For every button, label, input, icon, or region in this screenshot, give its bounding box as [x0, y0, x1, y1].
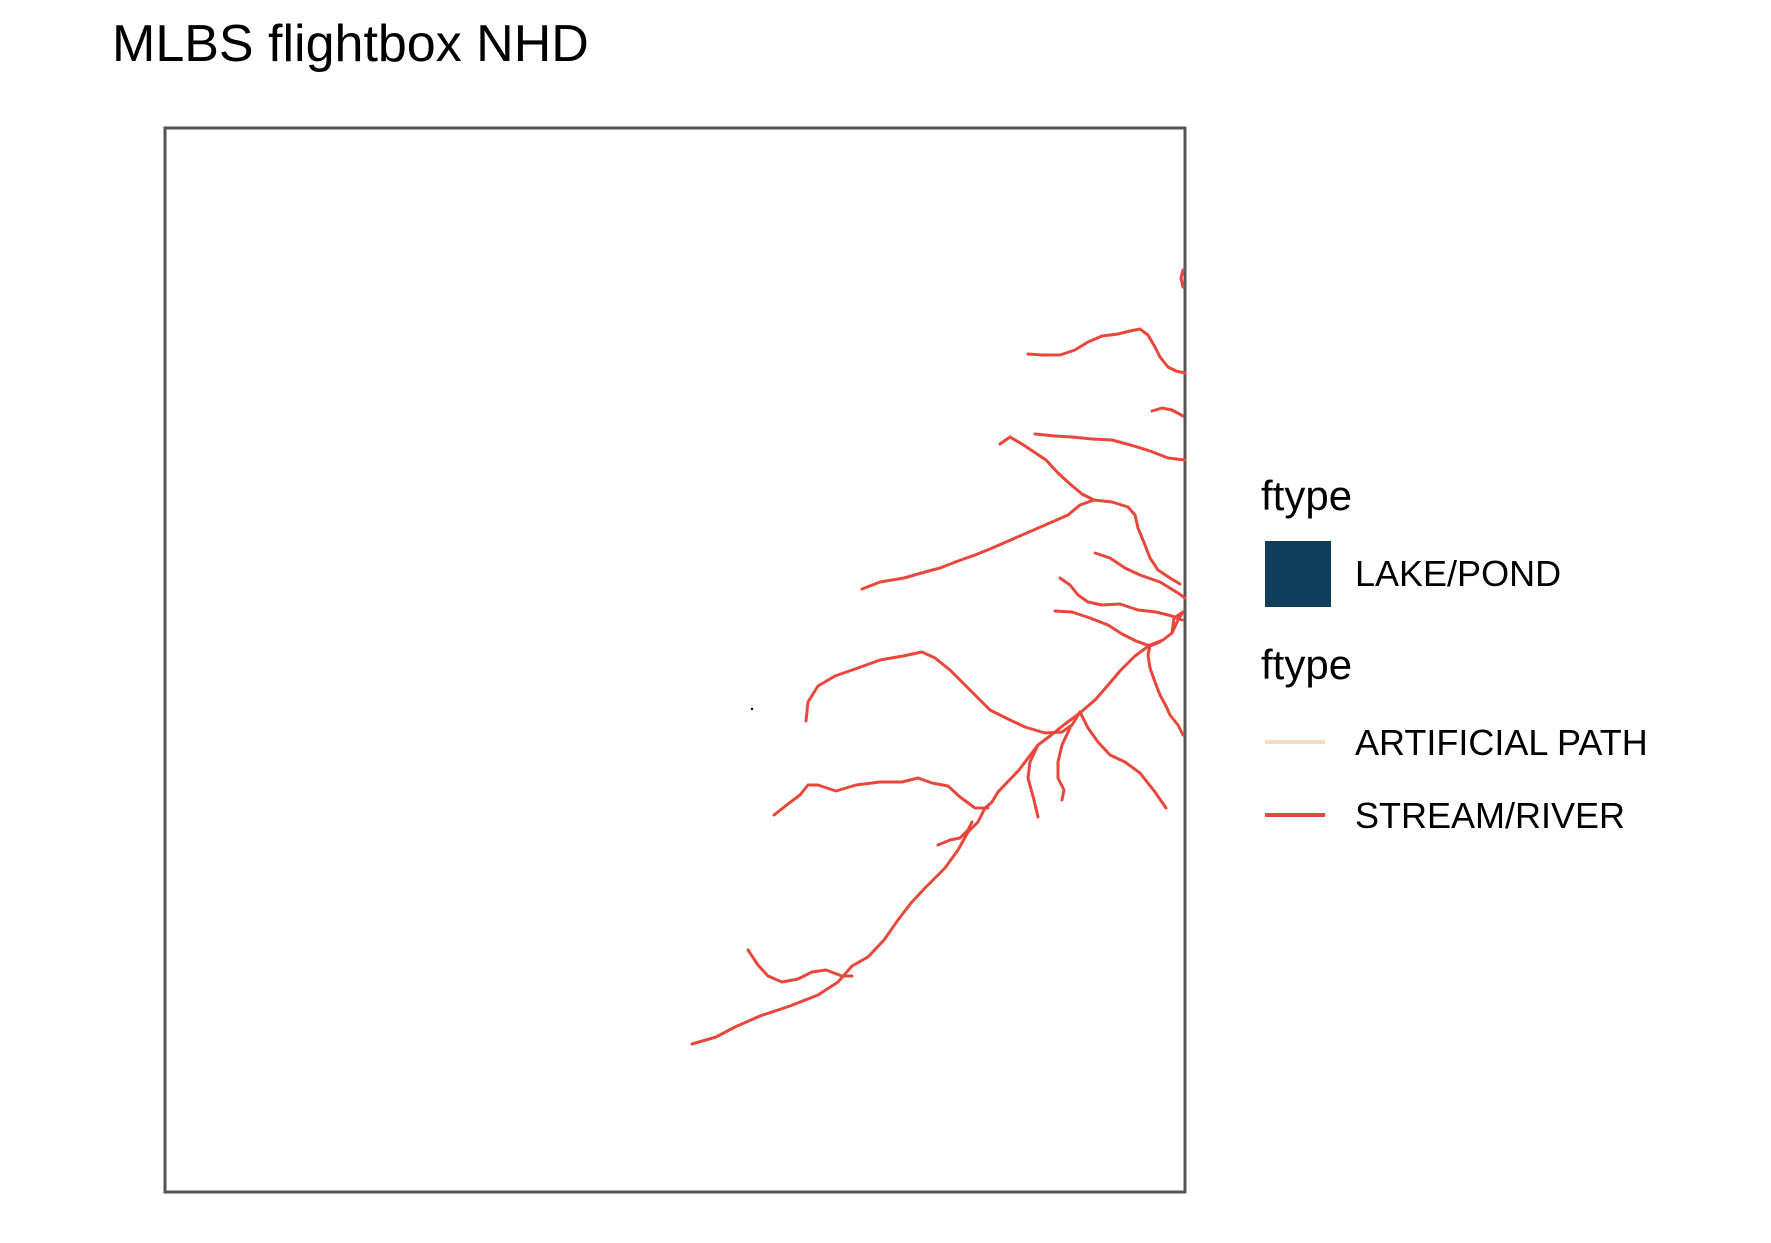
- stream-upper-branch: [998, 435, 1096, 502]
- map-frame: [163, 126, 1187, 1194]
- legend-area-title: ftype: [1261, 472, 1353, 519]
- stream-stub-lower: [936, 820, 974, 847]
- stream-main-stem: [690, 610, 1185, 1046]
- stream-branch-right-d: [1146, 643, 1185, 737]
- legend-label-artificial-path: ARTIFICIAL PATH: [1355, 722, 1648, 763]
- stream-network: [690, 268, 1187, 1046]
- stream-upper-tributary: [860, 498, 1182, 591]
- legend-line-title: ftype: [1261, 641, 1353, 688]
- legend-label-lake-pond: LAKE/POND: [1355, 553, 1562, 594]
- stream-branch-down-c: [1078, 710, 1168, 810]
- legend-key-artificial-path: [1265, 740, 1325, 744]
- stream-branch-right-b: [1058, 576, 1184, 622]
- stream-left-tributary: [772, 776, 990, 817]
- legend-key-stream-river: [1265, 813, 1325, 817]
- stream-branch-right-e: [1170, 610, 1185, 635]
- stream-branch-down-b: [1056, 726, 1072, 802]
- stream-upper-mid-b: [1150, 406, 1185, 418]
- stream-branch-right-a: [1093, 551, 1187, 600]
- map-title: MLBS flightbox NHD: [112, 15, 589, 73]
- stream-edge-fragment: [1179, 268, 1185, 289]
- stray-point: [750, 707, 754, 711]
- stream-lower-branch: [746, 948, 854, 984]
- stream-top-tributary: [1026, 327, 1187, 375]
- stream-branch-right-c: [1053, 609, 1162, 648]
- stream-middle-tributary: [804, 650, 1082, 735]
- stream-upper-mid-a: [1033, 432, 1187, 462]
- legend-key-lake-pond: [1265, 541, 1331, 607]
- stream-branch-down-a: [1026, 743, 1040, 819]
- legend-label-stream-river: STREAM/RIVER: [1355, 795, 1626, 836]
